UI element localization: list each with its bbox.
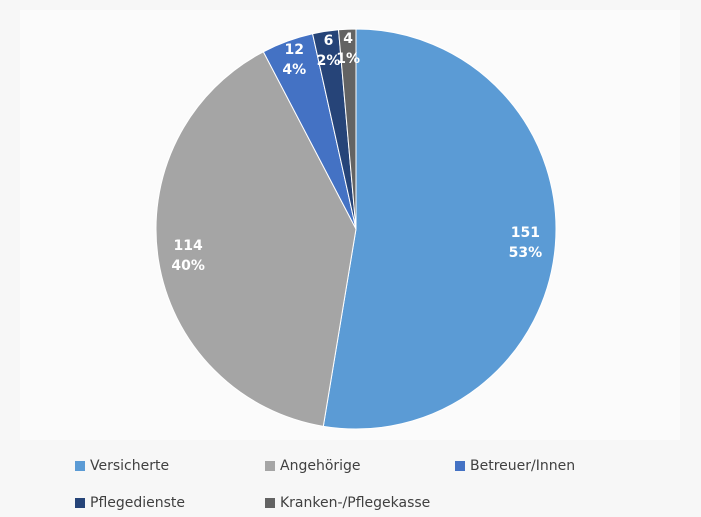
data-label-value: 6 — [324, 33, 334, 49]
pie-slice — [337, 28, 357, 230]
legend-swatch — [265, 461, 275, 471]
legend: Versicherte Angehörige Betreuer/Innen Pfleg… — [75, 458, 575, 511]
legend-label: Pflegedienste — [90, 495, 185, 511]
data-label-value: 4 — [343, 31, 353, 47]
data-label-percent: 1% — [336, 51, 360, 67]
pie-slice — [322, 28, 557, 430]
legend-label: Kranken-/Pflegekasse — [280, 495, 430, 511]
pie — [155, 28, 557, 430]
data-label-percent: 40% — [171, 258, 205, 274]
data-label-value: 12 — [284, 42, 303, 58]
legend-swatch — [265, 498, 275, 508]
data-label-percent: 53% — [509, 245, 543, 261]
data-label-percent: 4% — [282, 62, 306, 78]
legend-swatch — [455, 461, 465, 471]
legend-label: Versicherte — [90, 458, 169, 474]
legend-swatch — [75, 461, 85, 471]
data-label-percent: 2% — [317, 53, 341, 69]
data-labels: 151 53% 114 40% 12 4% 6 2%4 1% — [171, 31, 542, 274]
data-label-value: 151 — [511, 225, 540, 241]
pie-slice — [155, 51, 357, 427]
legend-label: Angehörige — [280, 458, 361, 474]
legend-swatch — [75, 498, 85, 508]
data-label-value: 114 — [174, 238, 203, 254]
legend-label: Betreuer/Innen — [470, 458, 575, 474]
